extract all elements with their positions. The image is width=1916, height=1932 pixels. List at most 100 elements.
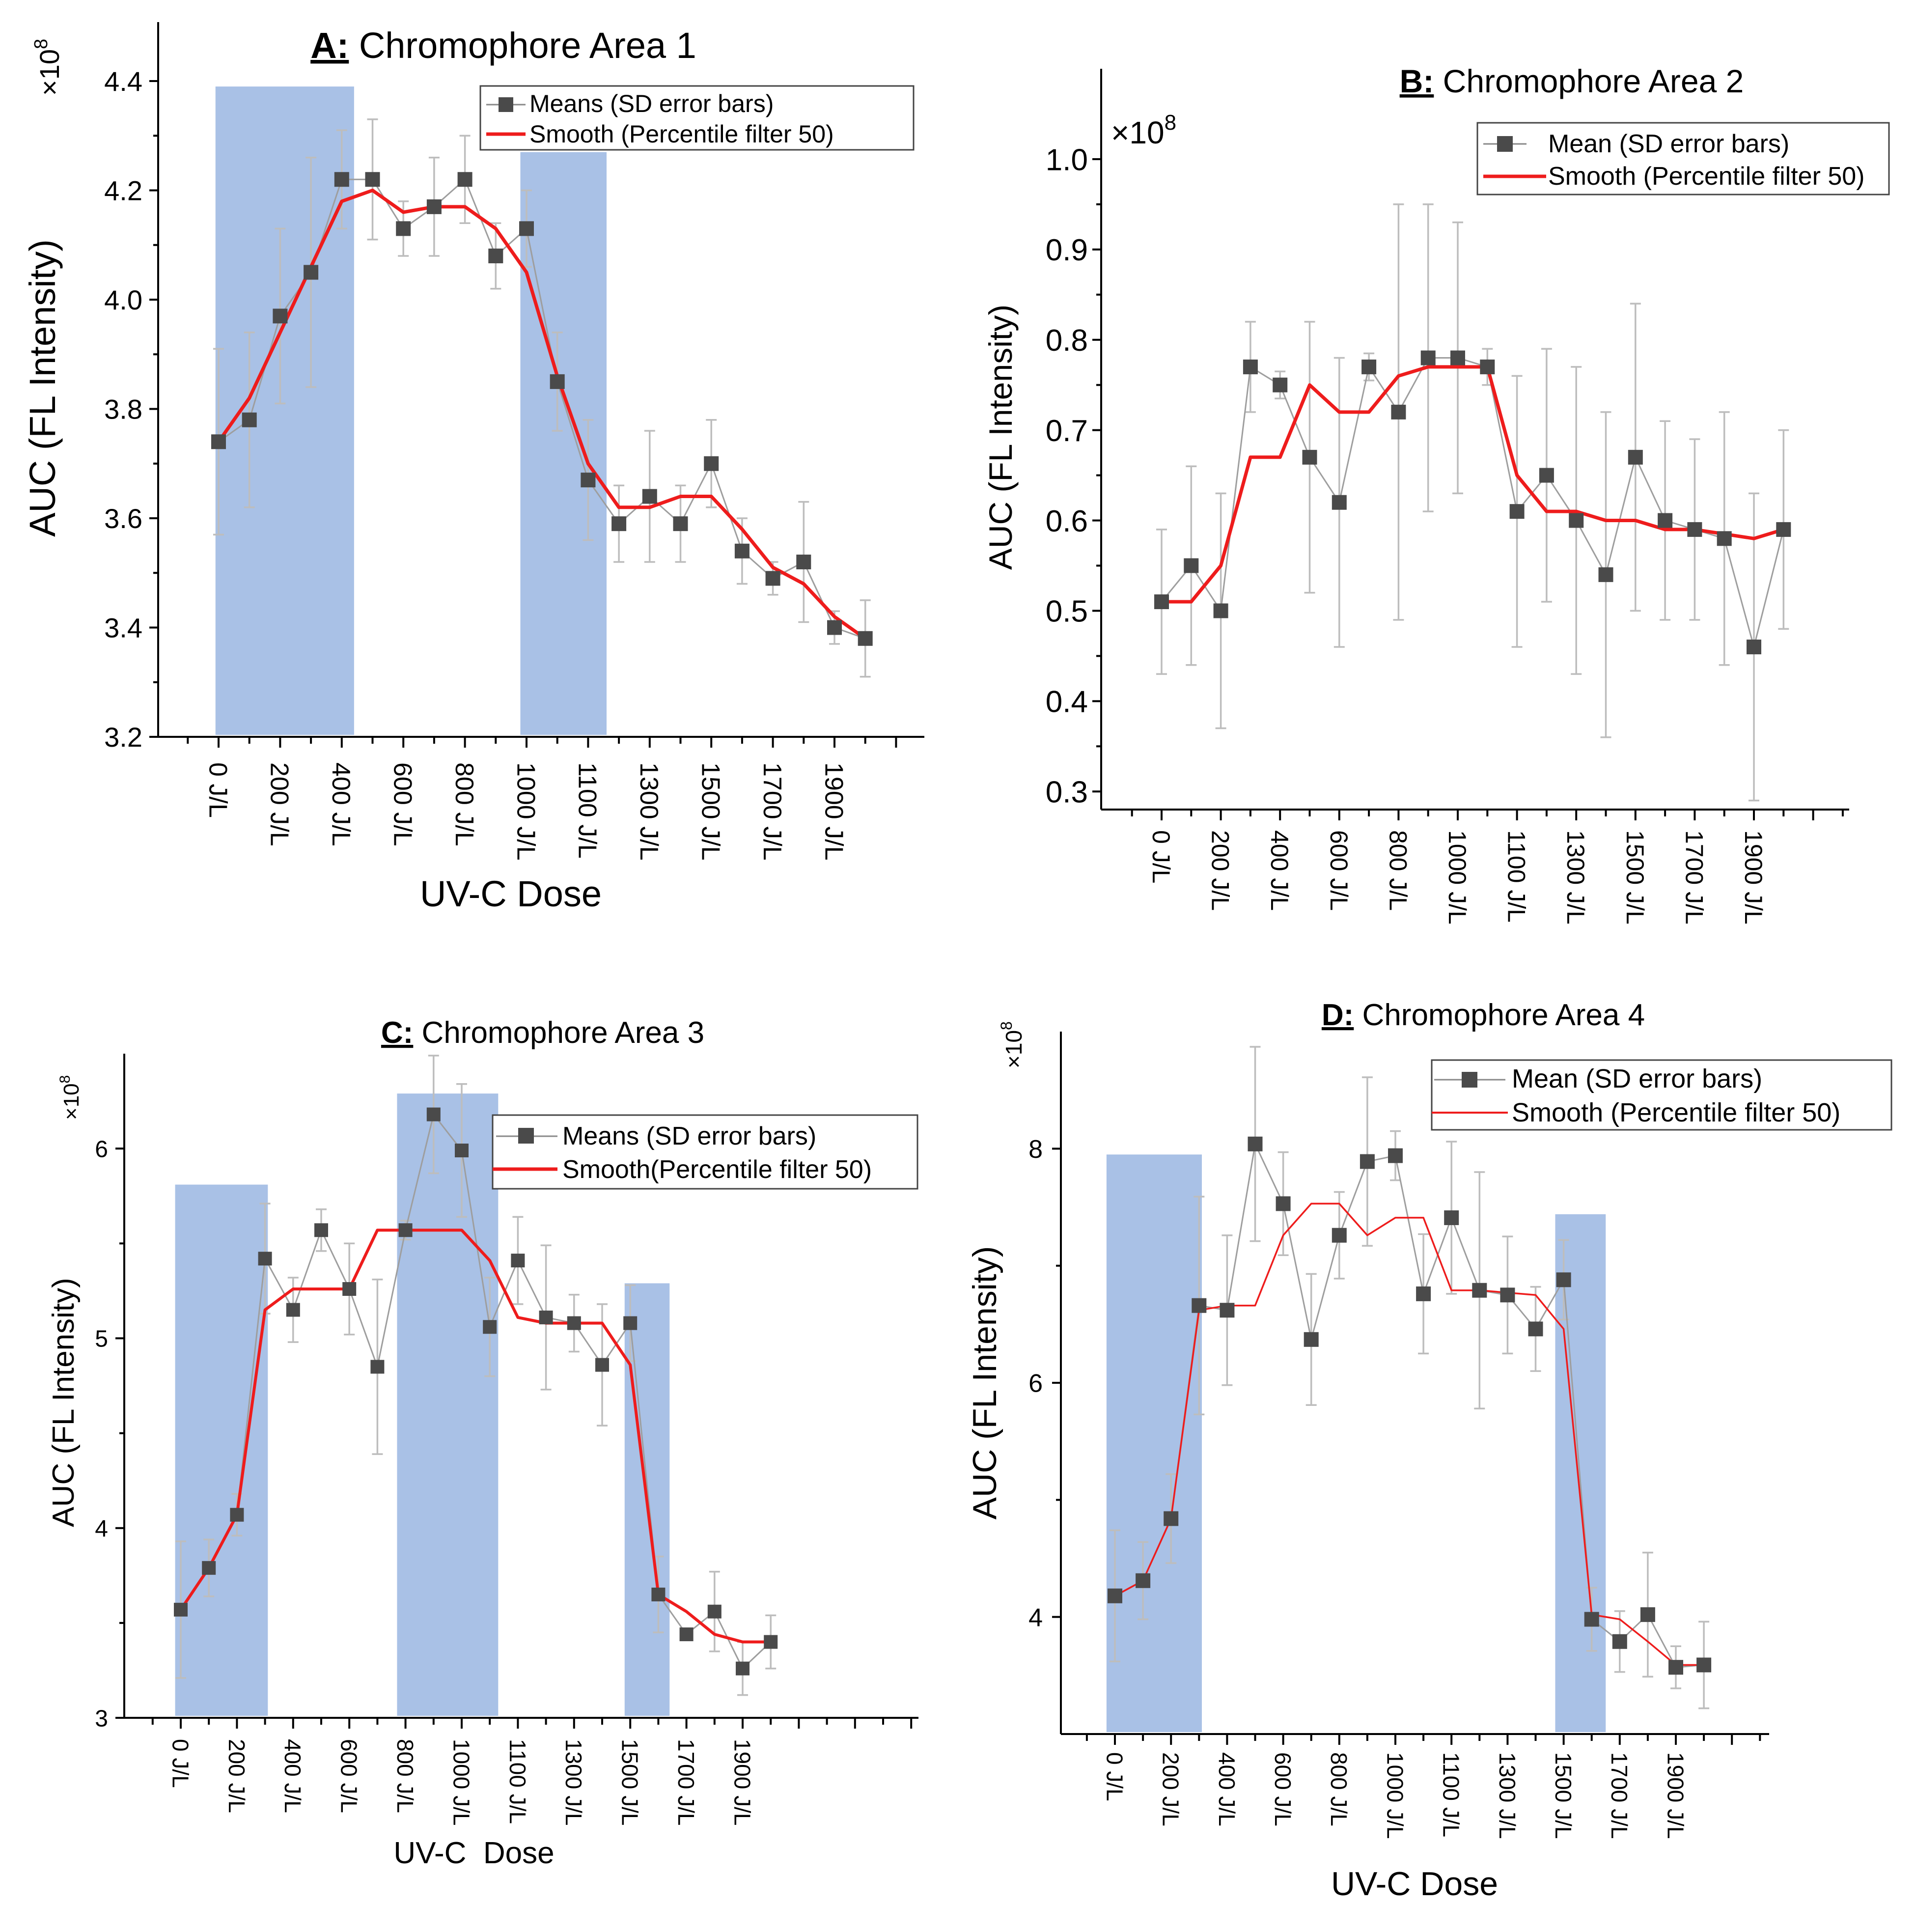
panel-c-ticks: [115, 1148, 913, 1729]
panel-d-xtick-label-1: 200 J/L: [1158, 1752, 1184, 1826]
panel-c-legend-box: [492, 1114, 918, 1190]
panel-d-xtick-label-4: 800 J/L: [1326, 1752, 1352, 1826]
panel-c-xtick-label-8: 1500 J/L: [617, 1739, 643, 1825]
panel-b-ytick-labels: 0.3 0.4 0.5 0.6 0.7 0.8 0.9 1.0: [1046, 143, 1088, 809]
panel-a-multiplier: ×108: [31, 39, 65, 96]
panel-a-mean-point-13: [611, 516, 627, 532]
panel-c-legend: Means (SD error bars) Smooth(Percentile …: [492, 1114, 918, 1190]
panel-d-mean-point-4: [1220, 1303, 1235, 1318]
panel-c-mean-point-15: [595, 1358, 609, 1372]
panel-a: 3.2 3.4 3.6 3.8 4.0 4.2 4.4 0 J/L 200 J/L 400 J/…: [22, 22, 924, 914]
panel-c-mean-point-5: [314, 1223, 328, 1237]
panel-b-mean-point-13: [1539, 468, 1554, 483]
panel-d-mean-point-13: [1472, 1283, 1487, 1298]
panel-a-mean-point-2: [273, 308, 288, 324]
panel-a-mean-point-15: [673, 516, 688, 532]
panel-b-ytick-label-1: 0.4: [1046, 685, 1088, 719]
panel-a-mean-point-19: [796, 555, 811, 569]
panel-b-legend-mean-label: Mean (SD error bars): [1548, 130, 1789, 158]
panel-b-title: B: Chromophore Area 2: [1400, 63, 1744, 99]
panel-d-ytick-labels: 4 6 8: [1028, 1135, 1043, 1632]
panel-b-xtick-label-4: 800 J/L: [1384, 830, 1412, 911]
panel-d-xtick-label-3: 600 J/L: [1270, 1752, 1296, 1826]
panel-d-mean-point-3: [1192, 1298, 1207, 1313]
panel-b-ylabel: AUC (FL Intensity): [982, 305, 1019, 570]
panel-d-multiplier-base: ×10: [1001, 1030, 1027, 1068]
panel-a-legend-smooth-label: Smooth (Percentile filter 50): [529, 120, 834, 148]
panel-d-mean-point-0: [1108, 1588, 1122, 1603]
panel-d-mean-point-19: [1640, 1607, 1655, 1622]
panel-c-xtick-label-9: 1700 J/L: [673, 1739, 699, 1825]
panel-b-mean-point-19: [1717, 531, 1732, 546]
panel-a-mean-point-5: [365, 172, 380, 187]
panel-c-mean-point-2: [230, 1508, 244, 1522]
panel-a-ytick-label-3: 3.8: [104, 394, 142, 425]
panel-b-multiplier-base: ×10: [1111, 115, 1165, 150]
panel-b-ytick-label-3: 0.6: [1046, 504, 1088, 538]
panel-a-mean-point-16: [704, 456, 719, 471]
panel-a-ytick-label-5: 4.2: [104, 175, 142, 206]
panel-b-mean-point-3: [1243, 359, 1258, 374]
panel-a-title-letter: A:: [310, 25, 349, 66]
panel-d-mean-point-16: [1556, 1272, 1571, 1288]
panel-c-smooth-line: [179, 1229, 771, 1644]
panel-b-xtick-label-1: 200 J/L: [1207, 830, 1234, 911]
panel-a-xtick-label-9: 1700 J/L: [758, 762, 786, 861]
panel-b-mean-point-4: [1273, 377, 1288, 392]
panel-c-xtick-label-2: 400 J/L: [280, 1739, 305, 1813]
panel-d-title: D: Chromophore Area 4: [1322, 998, 1645, 1032]
panel-b-ytick-label-5: 0.8: [1046, 324, 1088, 358]
panel-b-mean-point-9: [1420, 350, 1436, 365]
panel-a-legend-box: [479, 85, 915, 151]
panel-c-mean-point-7: [370, 1360, 385, 1374]
panel-d-legend-smooth-label: Smooth (Percentile filter 50): [1512, 1098, 1840, 1127]
panel-c-ylabel: AUC (FL Intensity): [47, 1278, 81, 1527]
panel-a-highlight-band-0: [215, 86, 354, 735]
panel-d-xtick-label-2: 400 J/L: [1214, 1752, 1240, 1826]
panel-c-mean-line: [180, 1113, 772, 1670]
panel-d-mean-point-6: [1276, 1196, 1291, 1211]
panel-b-mean-point-8: [1391, 404, 1406, 420]
panel-b-xtick-label-6: 1100 J/L: [1503, 830, 1530, 923]
panel-a-multiplier-base: ×10: [34, 49, 65, 96]
panel-d-xtick-label-6: 1100 J/L: [1439, 1752, 1464, 1837]
panel-a-mean-point-18: [765, 571, 780, 586]
panel-b-multiplier: ×108: [1111, 111, 1176, 150]
panel-d-mean-point-11: [1416, 1286, 1431, 1301]
panel-b-mean-point-7: [1361, 359, 1377, 374]
panel-c-ytick-label-3: 6: [95, 1136, 108, 1162]
panel-a-xtick-label-0: 0 J/L: [203, 762, 232, 818]
panel-a-mean-point-10: [519, 221, 534, 236]
panel-b-error-bars: [1156, 203, 1789, 802]
panel-b-ytick-label-2: 0.5: [1046, 595, 1088, 629]
panel-c-title: C: Chromophore Area 3: [381, 1016, 704, 1050]
panel-d-xtick-label-9: 1700 J/L: [1607, 1752, 1632, 1839]
panel-d-mean-point-17: [1584, 1612, 1599, 1627]
panel-a-highlights: [215, 86, 607, 735]
panel-a-mean-point-17: [734, 543, 750, 559]
panel-b-ytick-label-6: 0.9: [1046, 233, 1088, 267]
panel-c-xtick-label-5: 1000 J/L: [448, 1739, 474, 1825]
panel-b-mean-point-20: [1747, 639, 1761, 654]
panel-d-mean-point-5: [1248, 1136, 1263, 1151]
panel-a-xtick-label-8: 1500 J/L: [696, 762, 724, 861]
panel-d-mean-point-9: [1360, 1154, 1375, 1169]
panel-a-xlabel: UV-C Dose: [420, 873, 602, 914]
panel-b-mean-markers: [1154, 350, 1791, 654]
panel-a-mean-point-4: [334, 172, 349, 187]
panel-b-legend-box: [1476, 122, 1890, 196]
panel-b-mean-point-18: [1687, 522, 1702, 537]
panel-d-xtick-label-10: 1900 J/L: [1663, 1752, 1688, 1839]
panel-d-legend: Mean (SD error bars) Smooth (Percentile …: [1431, 1059, 1892, 1131]
panel-b-mean-point-17: [1658, 513, 1673, 528]
panel-c-ytick-label-0: 3: [95, 1706, 108, 1732]
panel-d-ytick-label-0: 4: [1028, 1603, 1043, 1632]
panel-c-mean-point-18: [679, 1627, 694, 1642]
panel-c-ytick-labels: 3 4 5 6: [95, 1136, 108, 1732]
panel-b-xtick-label-8: 1500 J/L: [1621, 830, 1649, 924]
panel-a-mean-point-7: [426, 199, 442, 214]
panel-b-legend: Mean (SD error bars) Smooth (Percentile …: [1476, 122, 1890, 196]
panel-c-mean-point-11: [483, 1320, 497, 1334]
panel-d-mean-point-8: [1332, 1228, 1347, 1243]
panel-b-xtick-label-5: 1000 J/L: [1444, 830, 1471, 924]
